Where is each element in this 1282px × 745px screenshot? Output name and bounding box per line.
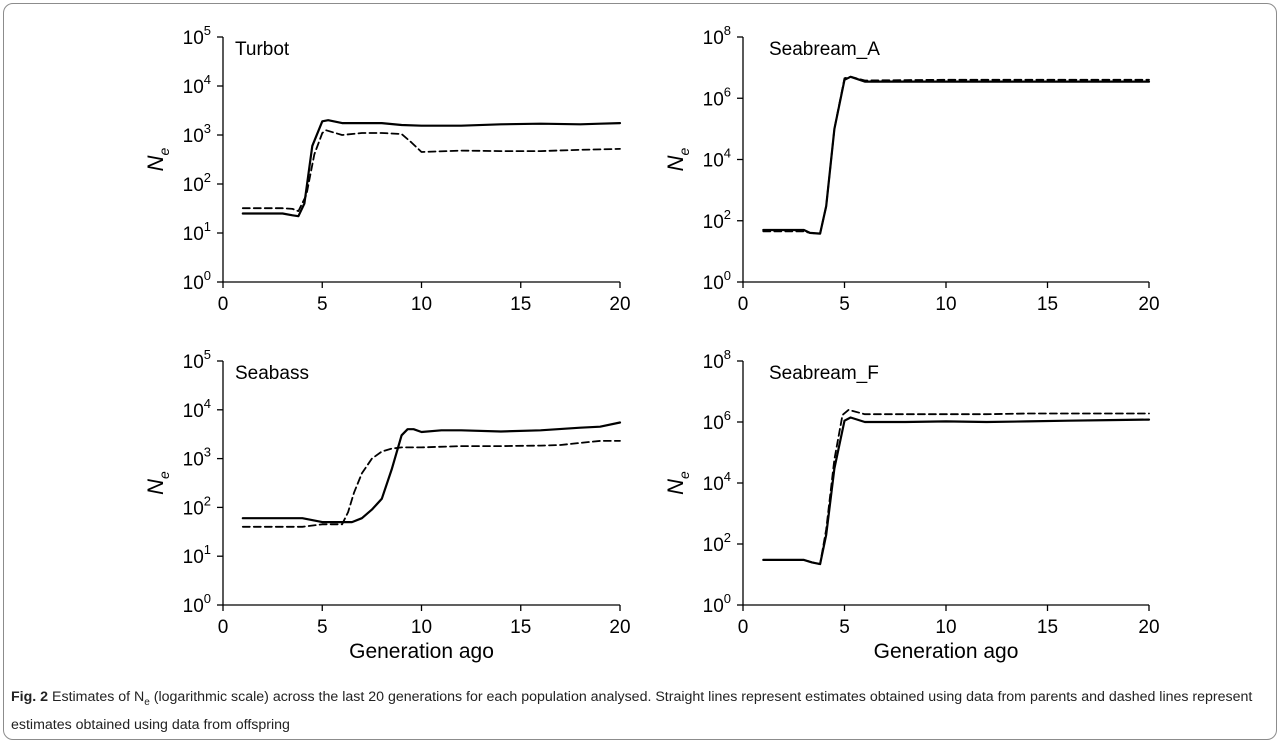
caption-text-start: Estimates of N — [52, 689, 145, 705]
y-tick-label: 104 — [703, 469, 731, 495]
y-axis-title: Ne — [663, 471, 692, 495]
y-tick-label: 100 — [183, 268, 211, 294]
x-tick-label: 20 — [609, 617, 630, 638]
x-axis-title: Generation ago — [874, 640, 1019, 663]
x-tick-label: 10 — [935, 617, 956, 638]
x-tick-label: 15 — [1037, 617, 1058, 638]
series-line-offspring — [762, 408, 1150, 565]
series-line-parents — [762, 416, 1151, 566]
x-tick-label: 5 — [317, 294, 328, 315]
y-tick-label: 102 — [183, 170, 211, 196]
y-tick-label: 102 — [183, 493, 211, 519]
series-line-parents — [762, 75, 1151, 235]
series-line-parents — [241, 421, 622, 524]
y-axis-title: Ne — [143, 147, 172, 171]
chart-panel-seabass: 100 101 102 103 104 105 0 5 10 15 20 Seabass Ne Gener… — [143, 347, 631, 663]
x-tick-label: 15 — [510, 294, 531, 315]
y-tick-label: 105 — [183, 347, 211, 373]
x-tick-label: 10 — [411, 617, 432, 638]
x-tick-label: 0 — [738, 617, 749, 638]
y-tick-label: 104 — [703, 146, 731, 172]
panel-title-turbot: Turbot — [235, 39, 290, 60]
x-tick-label: 20 — [1138, 294, 1159, 315]
y-tick-label: 100 — [183, 591, 211, 617]
chart-panel-seabream-a: 100 102 104 106 108 0 5 10 15 20 Seabream_A Ne — [663, 23, 1160, 315]
panel-title-seabream-f: Seabream_F — [769, 363, 879, 384]
y-tick-label: 104 — [183, 72, 211, 98]
x-tick-label: 0 — [738, 294, 749, 315]
x-tick-label: 5 — [317, 617, 328, 638]
panel-title-seabass: Seabass — [235, 363, 309, 384]
x-tick-label: 0 — [218, 617, 229, 638]
x-tick-label: 10 — [411, 294, 432, 315]
x-tick-label: 10 — [935, 294, 956, 315]
series-line-offspring — [241, 129, 621, 213]
series-line-offspring — [241, 439, 621, 528]
y-tick-label: 108 — [703, 23, 731, 49]
x-tick-label: 15 — [1037, 294, 1058, 315]
series-line-parents — [241, 119, 622, 218]
x-tick-label: 20 — [609, 294, 630, 315]
y-tick-label: 102 — [703, 207, 731, 233]
x-tick-label: 5 — [839, 294, 850, 315]
y-tick-label: 100 — [703, 268, 731, 294]
y-tick-label: 104 — [183, 396, 211, 422]
figure-caption: Fig. 2 Estimates of Ne (logarithmic scal… — [11, 686, 1273, 736]
y-tick-label: 103 — [183, 445, 211, 471]
y-tick-label: 100 — [703, 591, 731, 617]
x-tick-label: 15 — [510, 617, 531, 638]
y-tick-label: 101 — [183, 219, 211, 245]
y-tick-label: 106 — [703, 408, 731, 434]
caption-text-rest: (logarithmic scale) across the last 20 g… — [11, 689, 1253, 733]
chart-panel-seabream-f: 100 102 104 106 108 0 5 10 15 20 Seabream_F Ne Gener… — [663, 347, 1160, 663]
y-tick-label: 101 — [183, 542, 211, 568]
caption-text-subscript: e — [144, 696, 150, 708]
y-axis-title: Ne — [663, 147, 692, 171]
figure-frame — [3, 3, 1277, 740]
series-line-offspring — [762, 75, 1150, 235]
y-axis-title: Ne — [143, 471, 172, 495]
x-tick-label: 0 — [218, 294, 229, 315]
x-tick-label: 5 — [839, 617, 850, 638]
y-tick-label: 106 — [703, 84, 731, 110]
y-tick-label: 102 — [703, 530, 731, 556]
y-tick-label: 103 — [183, 121, 211, 147]
x-tick-label: 20 — [1138, 617, 1159, 638]
y-tick-label: 105 — [183, 23, 211, 49]
x-axis-title: Generation ago — [349, 640, 494, 663]
panel-title-seabream-a: Seabream_A — [769, 39, 880, 60]
y-tick-label: 108 — [703, 347, 731, 373]
chart-panel-turbot: 100 101 102 103 104 105 0 5 10 15 20 Turbot Ne — [143, 23, 631, 315]
caption-figure-label: Fig. 2 — [11, 689, 49, 705]
